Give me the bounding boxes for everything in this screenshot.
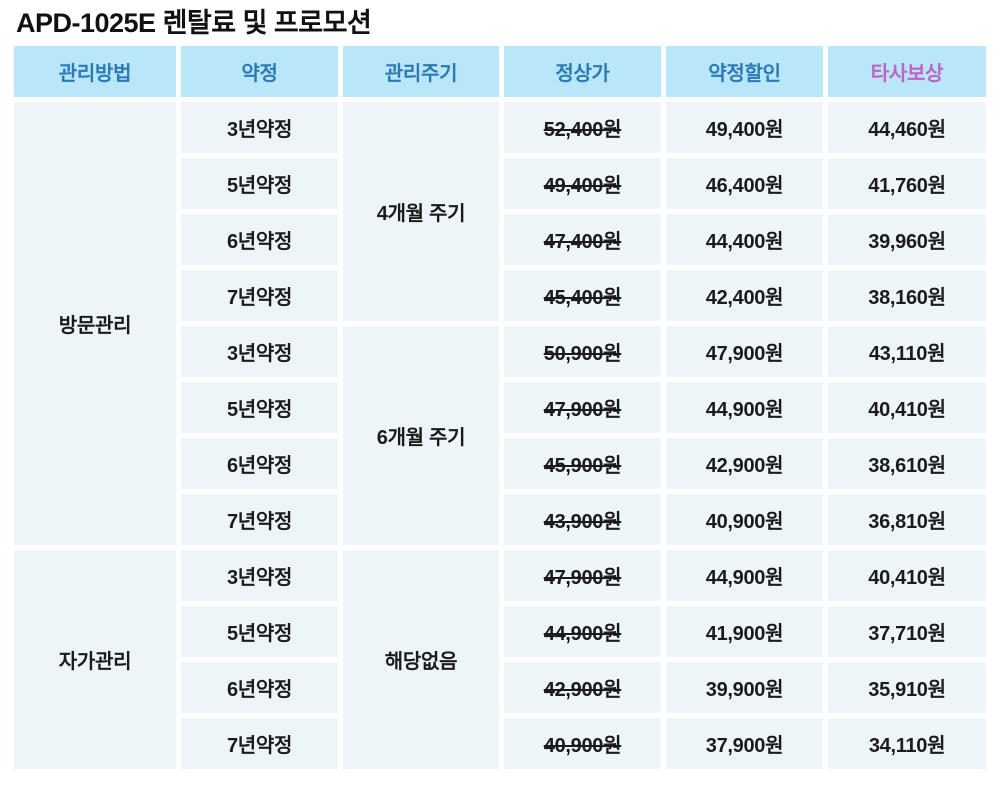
regular-price-cell: 42,900원 xyxy=(504,662,661,713)
regular-price-cell: 45,400원 xyxy=(504,270,661,321)
page-title: APD-1025E 렌탈료 및 프로모션 xyxy=(16,8,372,38)
regular-price-cell: 52,400원 xyxy=(504,102,661,153)
compensation-cell: 37,710원 xyxy=(828,606,986,657)
regular-price-cell: 49,400원 xyxy=(504,158,661,209)
term-cell: 7년약정 xyxy=(181,494,338,545)
term-cell: 7년약정 xyxy=(181,718,338,769)
discount-price-cell: 42,400원 xyxy=(666,270,823,321)
cycle-cell: 6개월 주기 xyxy=(343,326,499,545)
compensation-cell: 39,960원 xyxy=(828,214,986,265)
compensation-cell: 43,110원 xyxy=(828,326,986,377)
column-header-discount-price: 약정할인 xyxy=(666,46,823,97)
table-row: 7년약정 45,400원 42,400원 38,160원 xyxy=(14,270,986,321)
regular-price-cell: 44,900원 xyxy=(504,606,661,657)
column-header-regular-price: 정상가 xyxy=(504,46,661,97)
table-row: 5년약정 49,400원 46,400원 41,760원 xyxy=(14,158,986,209)
term-cell: 3년약정 xyxy=(181,550,338,601)
regular-price-cell: 43,900원 xyxy=(504,494,661,545)
management-cell: 방문관리 xyxy=(14,102,176,545)
column-header-compensation: 타사보상 xyxy=(828,46,986,97)
table-row: 7년약정 40,900원 37,900원 34,110원 xyxy=(14,718,986,769)
column-header-cycle: 관리주기 xyxy=(343,46,499,97)
regular-price-cell: 50,900원 xyxy=(504,326,661,377)
term-cell: 5년약정 xyxy=(181,382,338,433)
compensation-cell: 38,610원 xyxy=(828,438,986,489)
table-row: 자가관리 3년약정 해당없음 47,900원 44,900원 40,410원 xyxy=(14,550,986,769)
discount-price-cell: 44,400원 xyxy=(666,214,823,265)
regular-price-cell: 47,400원 xyxy=(504,214,661,265)
discount-price-cell: 41,900원 xyxy=(666,606,823,657)
cycle-cell: 해당없음 xyxy=(343,550,499,769)
regular-price-cell: 47,900원 xyxy=(504,550,661,601)
compensation-cell: 36,810원 xyxy=(828,494,986,545)
compensation-cell: 35,910원 xyxy=(828,662,986,713)
discount-price-cell: 49,400원 xyxy=(666,102,823,153)
cycle-cell: 4개월 주기 xyxy=(343,102,499,321)
compensation-cell: 38,160원 xyxy=(828,270,986,321)
regular-price-cell: 45,900원 xyxy=(504,438,661,489)
discount-price-cell: 46,400원 xyxy=(666,158,823,209)
table-row: 5년약정 47,900원 44,900원 40,410원 xyxy=(14,382,986,433)
term-cell: 3년약정 xyxy=(181,102,338,153)
discount-price-cell: 40,900원 xyxy=(666,494,823,545)
compensation-cell: 40,410원 xyxy=(828,550,986,601)
compensation-cell: 44,460원 xyxy=(828,102,986,153)
discount-price-cell: 37,900원 xyxy=(666,718,823,769)
table-row: 5년약정 44,900원 41,900원 37,710원 xyxy=(14,606,986,657)
term-cell: 6년약정 xyxy=(181,214,338,265)
discount-price-cell: 42,900원 xyxy=(666,438,823,489)
term-cell: 6년약정 xyxy=(181,662,338,713)
compensation-cell: 41,760원 xyxy=(828,158,986,209)
term-cell: 5년약정 xyxy=(181,158,338,209)
term-cell: 3년약정 xyxy=(181,326,338,377)
regular-price-cell: 40,900원 xyxy=(504,718,661,769)
header-row: 관리방법 약정 관리주기 정상가 약정할인 타사보상 xyxy=(14,46,986,97)
table-row: 7년약정 43,900원 40,900원 36,810원 xyxy=(14,494,986,545)
term-cell: 6년약정 xyxy=(181,438,338,489)
management-cell: 자가관리 xyxy=(14,550,176,769)
column-header-management: 관리방법 xyxy=(14,46,176,97)
compensation-cell: 40,410원 xyxy=(828,382,986,433)
discount-price-cell: 39,900원 xyxy=(666,662,823,713)
table-row: 6년약정 47,400원 44,400원 39,960원 xyxy=(14,214,986,265)
regular-price-cell: 47,900원 xyxy=(504,382,661,433)
table-row: 3년약정 6개월 주기 50,900원 47,900원 43,110원 xyxy=(14,326,986,545)
column-header-term: 약정 xyxy=(181,46,338,97)
discount-price-cell: 44,900원 xyxy=(666,550,823,601)
compensation-cell: 34,110원 xyxy=(828,718,986,769)
table-row: 6년약정 45,900원 42,900원 38,610원 xyxy=(14,438,986,489)
table-row: 6년약정 42,900원 39,900원 35,910원 xyxy=(14,662,986,713)
discount-price-cell: 47,900원 xyxy=(666,326,823,377)
discount-price-cell: 44,900원 xyxy=(666,382,823,433)
table-row: 방문관리 3년약정 4개월 주기 52,400원 49,400원 44,460원 xyxy=(14,102,986,545)
term-cell: 7년약정 xyxy=(181,270,338,321)
pricing-table: 관리방법 약정 관리주기 정상가 약정할인 타사보상 방문관리 3년약정 4개월… xyxy=(9,41,991,774)
term-cell: 5년약정 xyxy=(181,606,338,657)
